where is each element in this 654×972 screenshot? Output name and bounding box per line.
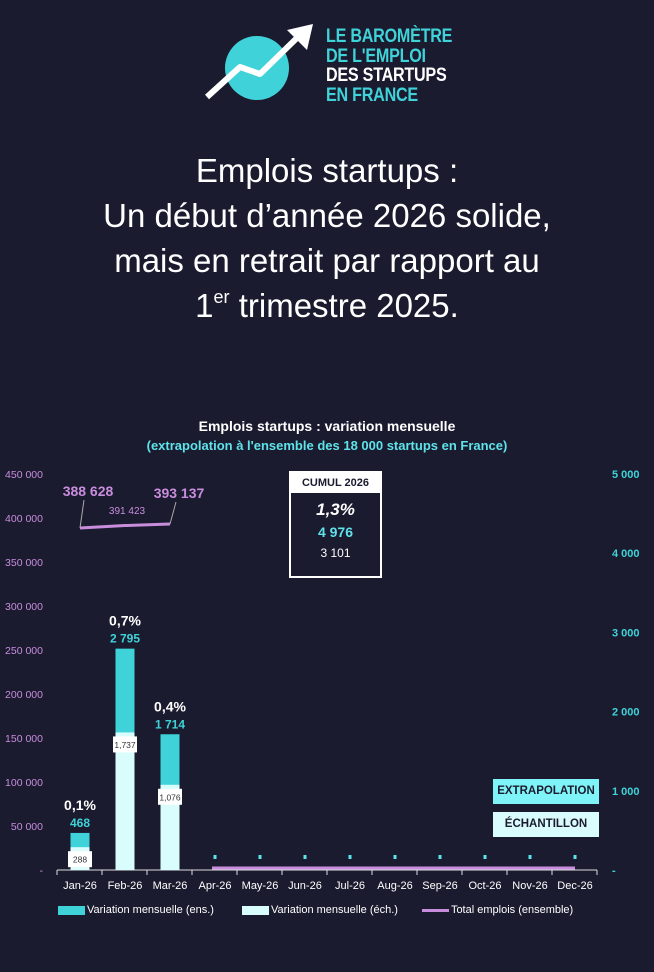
right-axis-tick: 2 000 bbox=[612, 707, 640, 719]
x-axis-label: Jul-26 bbox=[335, 880, 365, 892]
bar-sample bbox=[115, 732, 135, 870]
left-axis-tick: 250 000 bbox=[5, 645, 43, 657]
pct-label: 0,4% bbox=[154, 698, 186, 714]
cumul-box: CUMUL 2026 1,3% 4 976 3 101 bbox=[289, 471, 382, 578]
zero-label-marker bbox=[393, 855, 397, 859]
x-axis-label: Jan-26 bbox=[63, 880, 97, 892]
total-label: 391 423 bbox=[109, 506, 146, 517]
x-axis-label: Jun-26 bbox=[288, 880, 322, 892]
leader-line bbox=[79, 499, 85, 529]
logo-line: LE BAROMÈTRE bbox=[326, 26, 453, 47]
cumul-title: CUMUL 2026 bbox=[291, 473, 380, 493]
pct-label: 0,1% bbox=[64, 797, 96, 813]
x-axis-label: Mar-26 bbox=[153, 880, 188, 892]
extrapolation-tag: EXTRAPOLATION bbox=[493, 779, 599, 804]
total-line bbox=[79, 522, 171, 530]
logo-line: EN FRANCE bbox=[326, 84, 418, 106]
x-axis-label: Dec-26 bbox=[557, 880, 592, 892]
x-axis-label: Oct-26 bbox=[468, 880, 501, 892]
headline-text: 1 bbox=[195, 287, 214, 324]
headline-line: Un début d’année 2026 solide, bbox=[103, 197, 551, 234]
legend-label: Variation mensuelle (ens.) bbox=[87, 904, 214, 916]
headline-line: Emplois startups : bbox=[195, 152, 459, 189]
left-axis-tick: 400 000 bbox=[5, 513, 43, 525]
legend: Variation mensuelle (ens.) Variation men… bbox=[58, 904, 573, 916]
zero-label-marker bbox=[348, 855, 352, 859]
chart-subtitle: (extrapolation à l'ensemble des 18 000 s… bbox=[146, 438, 508, 453]
total-label: 393 137 bbox=[154, 485, 205, 501]
zero-label-marker bbox=[303, 855, 307, 859]
headline-line: mais en retrait par rapport au bbox=[114, 242, 540, 279]
total-label: 388 628 bbox=[63, 483, 114, 499]
extrapolation-label: 2 795 bbox=[110, 632, 140, 646]
right-axis-tick: 1 000 bbox=[612, 786, 640, 798]
logo-line: DES STARTUPS bbox=[326, 65, 447, 86]
sample-label: 288 bbox=[73, 855, 87, 865]
legend-swatch-extrapolation bbox=[58, 905, 85, 915]
x-axis-label: Aug-26 bbox=[377, 880, 412, 892]
zero-label-marker bbox=[528, 855, 532, 859]
headline: Emplois startups : Un début d’année 2026… bbox=[0, 148, 654, 328]
x-axis-label: Feb-26 bbox=[108, 880, 143, 892]
zero-label-marker bbox=[258, 855, 262, 859]
chart-title: Emplois startups : variation mensuelle bbox=[198, 418, 456, 434]
cumul-sample: 3 101 bbox=[320, 546, 351, 560]
leader-line bbox=[169, 501, 177, 525]
headline-line: 1er trimestre 2025. bbox=[0, 283, 654, 328]
left-axis-tick: 150 000 bbox=[5, 733, 43, 745]
right-axis-tick: 4 000 bbox=[612, 548, 640, 560]
logo-icon bbox=[205, 24, 313, 100]
right-axis-tick: - bbox=[612, 865, 616, 877]
zero-label-marker bbox=[213, 855, 217, 859]
legend-label: Total emplois (ensemble) bbox=[450, 904, 574, 916]
sample-label-box bbox=[113, 736, 137, 753]
sample-label-box bbox=[68, 851, 92, 868]
headline-sup: er bbox=[213, 287, 230, 307]
headline-text: trimestre 2025. bbox=[229, 287, 459, 324]
left-axis-tick: 350 000 bbox=[5, 557, 43, 569]
left-axis-tick: 450 000 bbox=[5, 469, 43, 481]
sample-label: 1,737 bbox=[114, 740, 136, 750]
zero-label-marker bbox=[573, 855, 577, 859]
bar-sample bbox=[160, 784, 180, 870]
logo-text: LE BAROMÈTRE DE L'EMPLOI DES STARTUPS EN… bbox=[326, 27, 452, 105]
extrapolation-label: 468 bbox=[70, 816, 90, 830]
x-axis-label: Sep-26 bbox=[422, 880, 457, 892]
left-axis-tick: 200 000 bbox=[5, 689, 43, 701]
left-axis-tick: 300 000 bbox=[5, 601, 43, 613]
sample-label: 1,076 bbox=[159, 792, 181, 802]
x-axis-label: May-26 bbox=[242, 880, 279, 892]
extrapolation-label: 1 714 bbox=[155, 717, 185, 731]
cumul-pct: 1,3% bbox=[316, 500, 355, 519]
legend-swatch-total bbox=[421, 908, 449, 912]
left-axis-tick: - bbox=[40, 865, 44, 877]
sample-tag: ÉCHANTILLON bbox=[493, 812, 599, 837]
right-axis-tick: 5 000 bbox=[612, 469, 640, 481]
right-axis-tick: 3 000 bbox=[612, 627, 640, 639]
pct-label: 0,7% bbox=[109, 613, 141, 629]
legend-label: Variation mensuelle (éch.) bbox=[270, 904, 398, 916]
x-axis-label: Apr-26 bbox=[198, 880, 231, 892]
left-axis-tick: 50 000 bbox=[11, 821, 43, 833]
zero-label-marker bbox=[438, 855, 442, 859]
left-axis-tick: 100 000 bbox=[5, 777, 43, 789]
sample-label-box bbox=[158, 788, 182, 805]
cumul-extrapolated: 4 976 bbox=[317, 524, 354, 540]
zero-label-marker bbox=[483, 855, 487, 859]
logo-line: DE L'EMPLOI bbox=[326, 45, 426, 67]
x-axis-label: Nov-26 bbox=[512, 880, 547, 892]
legend-swatch-sample bbox=[241, 905, 269, 915]
